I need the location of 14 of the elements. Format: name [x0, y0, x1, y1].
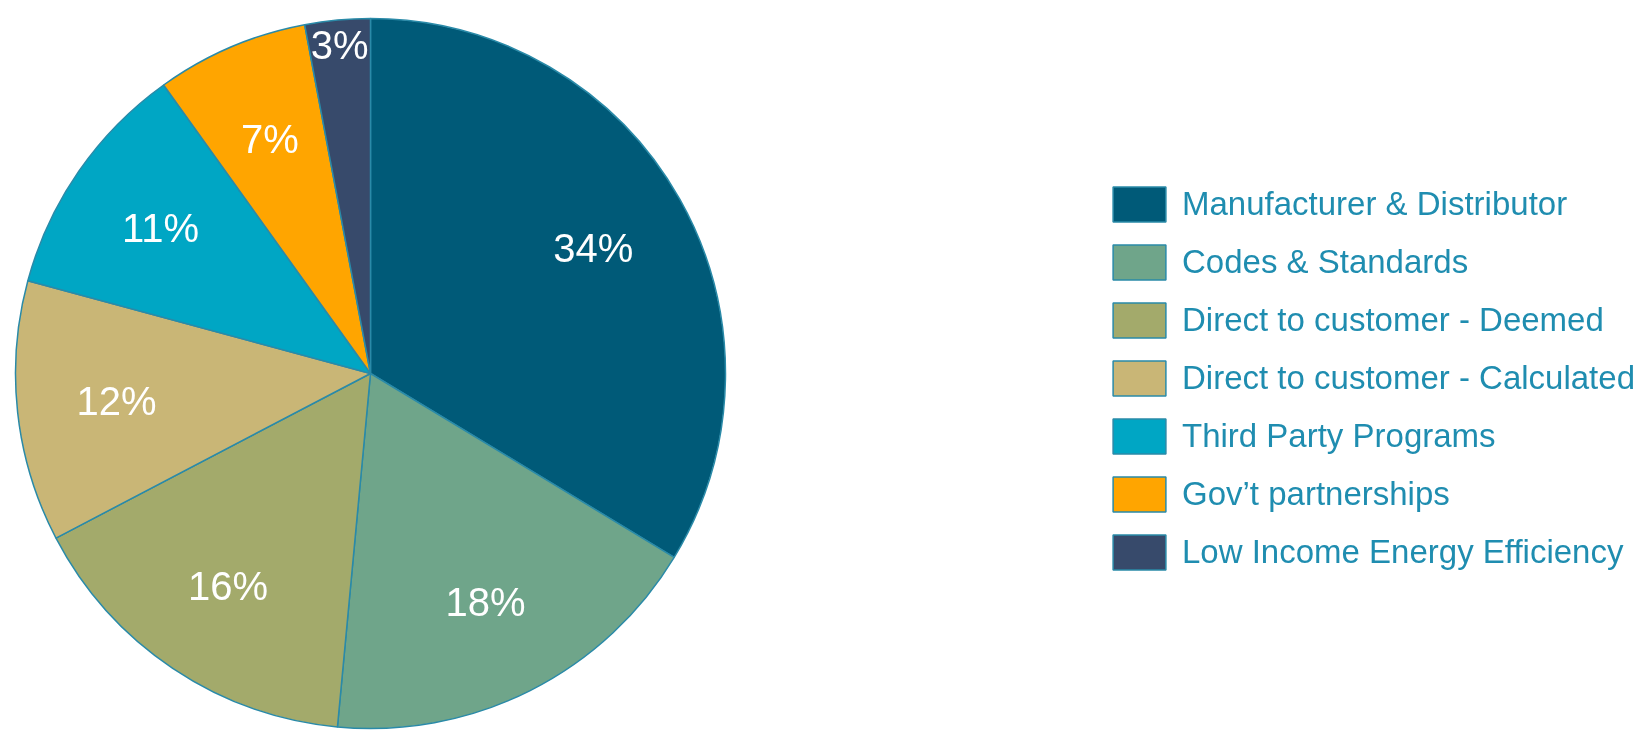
data-label: 3% [310, 22, 369, 67]
data-label: 7% [241, 116, 299, 161]
legend-label: Codes & Standards [1182, 242, 1469, 281]
legend-label: Direct to customer - Calculated [1182, 358, 1635, 397]
data-label: 34% [553, 226, 634, 270]
legend-label: Third Party Programs [1182, 416, 1496, 455]
legend-label: Manufacturer & Distributor [1182, 184, 1568, 223]
data-label: 16% [188, 563, 269, 608]
data-label: 12% [76, 379, 157, 424]
legend-label: Gov’t partnerships [1182, 474, 1450, 513]
legend-label: Low Income Energy Efficiency [1182, 532, 1624, 571]
legend-label: Direct to customer - Deemed [1182, 300, 1604, 339]
data-label: 18% [445, 579, 526, 624]
data-label: 11% [121, 205, 200, 250]
